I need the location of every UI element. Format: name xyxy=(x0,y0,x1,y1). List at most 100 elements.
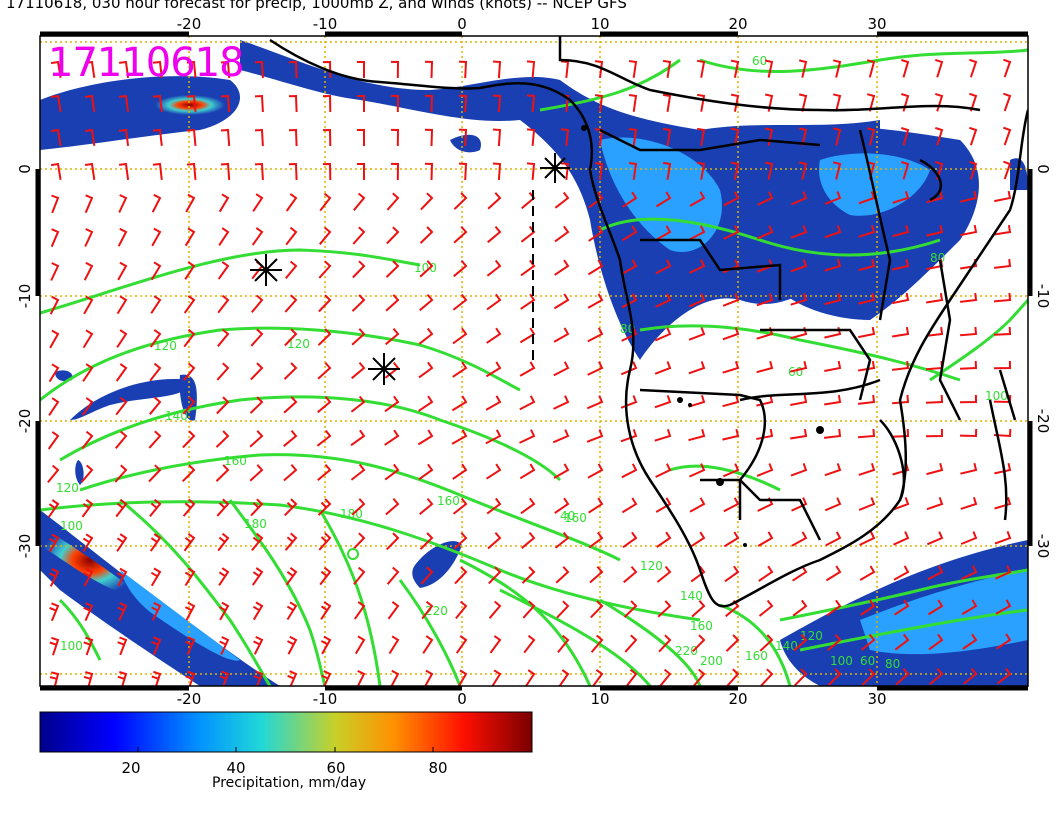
wind-barb xyxy=(149,396,162,415)
date-stamp: 17110618 xyxy=(48,40,245,86)
wind-barb xyxy=(994,190,1012,203)
svg-text:0: 0 xyxy=(457,15,467,33)
wind-barb xyxy=(115,430,128,449)
wind-barb xyxy=(554,531,570,549)
wind-barb xyxy=(590,600,604,619)
wind-barb xyxy=(357,163,365,180)
wind-barb xyxy=(901,59,910,78)
svg-text:-20: -20 xyxy=(177,15,202,33)
wind-barb xyxy=(83,636,94,656)
wind-barb xyxy=(587,293,604,309)
wind-barb xyxy=(350,429,366,447)
wind-barb xyxy=(151,602,162,621)
wind-barb xyxy=(756,293,774,307)
svg-text:-20: -20 xyxy=(177,690,202,708)
wind-barb xyxy=(688,395,706,408)
wind-barb xyxy=(352,226,366,245)
wind-barb xyxy=(386,226,400,245)
svg-text:-10: -10 xyxy=(313,15,338,33)
wind-barb xyxy=(184,567,196,587)
wind-barb xyxy=(1003,160,1012,180)
wind-barb xyxy=(793,634,808,652)
wind-barb xyxy=(688,463,706,478)
wind-barb xyxy=(424,162,434,181)
wind-barb xyxy=(730,93,740,112)
wind-barb xyxy=(696,59,706,78)
wind-barb xyxy=(628,162,638,180)
wind-barb xyxy=(82,363,94,382)
wind-barb xyxy=(356,670,366,686)
wind-barb xyxy=(858,225,876,238)
wind-barb xyxy=(116,533,128,552)
wind-barb xyxy=(353,192,366,211)
wind-barb xyxy=(219,636,230,655)
wind-barb xyxy=(824,497,842,512)
wind-barb xyxy=(588,191,604,209)
wind-barb xyxy=(51,194,60,214)
wind-barb xyxy=(286,601,298,621)
wind-barb xyxy=(249,464,264,482)
wind-barb xyxy=(288,94,298,113)
wind-barb xyxy=(151,636,162,656)
wind-barb xyxy=(182,498,196,517)
wind-barb xyxy=(116,295,128,315)
wind-barb xyxy=(589,566,604,584)
wind-barb xyxy=(725,634,740,652)
wind-barb xyxy=(996,633,1012,650)
wind-barb xyxy=(452,327,468,345)
svg-text:100: 100 xyxy=(830,654,853,668)
wind-barb xyxy=(994,497,1012,510)
wind-barb xyxy=(722,293,740,307)
wind-barb xyxy=(696,93,706,112)
wind-barb xyxy=(520,293,536,310)
wind-barb xyxy=(220,60,231,79)
wind-barb xyxy=(791,497,808,512)
colorbar-tick: 80 xyxy=(428,759,447,777)
wind-barb xyxy=(858,497,876,511)
wind-barb xyxy=(926,531,944,546)
svg-text:160: 160 xyxy=(224,454,247,468)
wind-barb xyxy=(521,566,536,584)
wind-barb xyxy=(628,128,638,146)
wind-barb xyxy=(458,60,468,79)
wind-barb xyxy=(84,94,96,112)
wind-barb xyxy=(420,192,434,211)
wind-barb xyxy=(50,60,62,78)
wind-barb xyxy=(451,429,468,445)
svg-text:160: 160 xyxy=(745,649,768,663)
wind-barb xyxy=(49,602,60,622)
wind-barb xyxy=(926,190,944,204)
wind-barb xyxy=(283,396,298,414)
wind-barb xyxy=(318,294,332,313)
wind-barb xyxy=(522,600,536,619)
wind-barb xyxy=(894,633,910,651)
svg-text:140: 140 xyxy=(680,589,703,603)
wind-barb xyxy=(424,60,434,79)
wind-barb xyxy=(487,192,502,210)
wind-barb xyxy=(688,428,706,442)
wind-barb xyxy=(891,360,910,371)
wind-barb xyxy=(858,360,876,372)
wind-barb xyxy=(217,328,230,347)
wind-barb xyxy=(452,497,468,515)
wind-barb xyxy=(696,127,706,146)
wind-barb xyxy=(791,531,808,547)
wind-barb xyxy=(80,464,94,483)
wind-barb xyxy=(82,567,94,587)
wind-barb xyxy=(621,225,638,242)
wind-barb xyxy=(892,191,910,204)
svg-text:30: 30 xyxy=(867,690,886,708)
wind-barb xyxy=(458,128,468,147)
wind-barb xyxy=(182,430,196,449)
wind-barb xyxy=(250,328,264,347)
wind-barb xyxy=(148,464,162,483)
wind-barb xyxy=(186,128,197,146)
wind-barb xyxy=(353,566,366,586)
wind-barb xyxy=(554,225,570,243)
svg-text:10: 10 xyxy=(590,690,609,708)
wind-barb xyxy=(117,602,128,621)
wind-barb xyxy=(824,191,842,205)
wind-barb xyxy=(321,670,332,686)
wind-barb xyxy=(117,636,128,656)
wind-barb xyxy=(553,463,570,479)
